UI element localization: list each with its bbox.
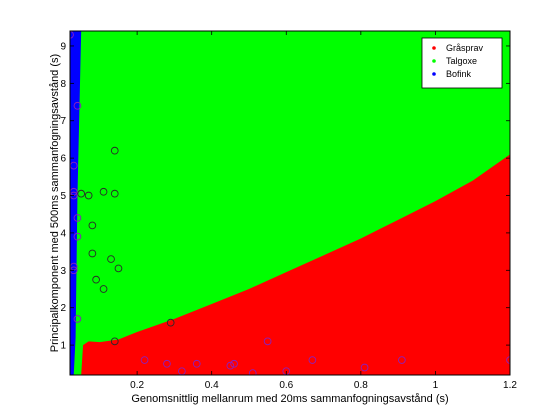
scatter-points	[70, 31, 510, 375]
legend-entry-grasprav: Gråsprav	[432, 43, 484, 53]
data-point-talgoxe	[88, 249, 97, 258]
y-axis-label: Principalkomponent med 500ms sammanfogni…	[49, 54, 61, 352]
legend-marker-bofink	[432, 72, 436, 76]
data-point-talgoxe	[92, 275, 100, 284]
x-tick-label: 0.2	[130, 380, 144, 391]
data-point-bofink	[360, 363, 369, 372]
y-tick-label: 2	[60, 303, 66, 314]
y-tick-label: 1	[60, 341, 66, 352]
x-tick-label: 0.4	[205, 380, 219, 391]
legend-label-grasprav: Gråsprav	[446, 43, 484, 53]
data-point-talgoxe	[77, 189, 86, 198]
y-tick-label: 3	[60, 266, 66, 277]
data-point-talgoxe	[110, 189, 119, 198]
x-tick-label: 1.2	[503, 380, 517, 391]
data-point-bofink	[308, 356, 317, 364]
y-tick-label: 4	[60, 228, 66, 239]
data-point-bofink	[70, 31, 74, 39]
x-axis-label: Genomsnittlig mellanrum med 20ms sammanf…	[131, 393, 448, 405]
legend: Gråsprav Talgoxe Bofink	[421, 37, 503, 89]
data-point-bofink	[226, 361, 235, 370]
data-point-talgoxe	[114, 264, 123, 273]
y-tick-label: 7	[60, 116, 66, 127]
data-point-bofink	[248, 369, 257, 375]
y-axis-ticks: 1 2 3 4 5 6 7 8 9	[60, 41, 510, 352]
data-point-bofink	[73, 232, 82, 241]
legend-label-bofink: Bofink	[446, 69, 472, 79]
data-point-talgoxe	[107, 255, 115, 263]
data-point-bofink	[140, 356, 149, 364]
data-point-bofink	[230, 359, 238, 368]
x-tick-label: 1	[433, 380, 439, 391]
y-tick-label: 6	[60, 154, 66, 165]
region-grasprav	[81, 154, 510, 375]
data-point-talgoxe	[110, 337, 119, 346]
y-tick-label: 8	[60, 79, 66, 90]
legend-marker-talgoxe	[432, 59, 436, 63]
x-axis-ticks: 0.2 0.4 0.6 0.8 1 1.2	[130, 31, 517, 391]
data-point-bofink	[73, 214, 82, 222]
data-point-talgoxe	[110, 146, 119, 155]
data-point-talgoxe	[99, 285, 108, 293]
y-tick-label: 5	[60, 191, 66, 202]
data-point-bofink	[506, 356, 510, 364]
x-tick-label: 0.6	[279, 380, 293, 391]
x-tick-label: 0.8	[354, 380, 368, 391]
data-point-bofink	[163, 359, 171, 368]
legend-entry-talgoxe: Talgoxe	[432, 56, 477, 66]
data-point-talgoxe	[84, 191, 93, 200]
data-point-talgoxe	[88, 221, 97, 230]
legend-label-talgoxe: Talgoxe	[446, 56, 477, 66]
plot-frame	[69, 30, 511, 376]
legend-box	[421, 37, 503, 89]
data-point-bofink	[263, 337, 272, 346]
region-bofink	[70, 31, 82, 375]
y-tick-label: 9	[60, 41, 66, 52]
data-point-bofink	[73, 101, 82, 110]
data-point-talgoxe	[99, 187, 108, 196]
data-point-bofink	[192, 359, 201, 368]
data-point-bofink	[73, 315, 82, 323]
legend-entry-bofink: Bofink	[432, 69, 472, 79]
data-point-bofink	[398, 356, 406, 364]
data-point-talgoxe	[166, 318, 175, 327]
legend-marker-grasprav	[432, 46, 436, 50]
